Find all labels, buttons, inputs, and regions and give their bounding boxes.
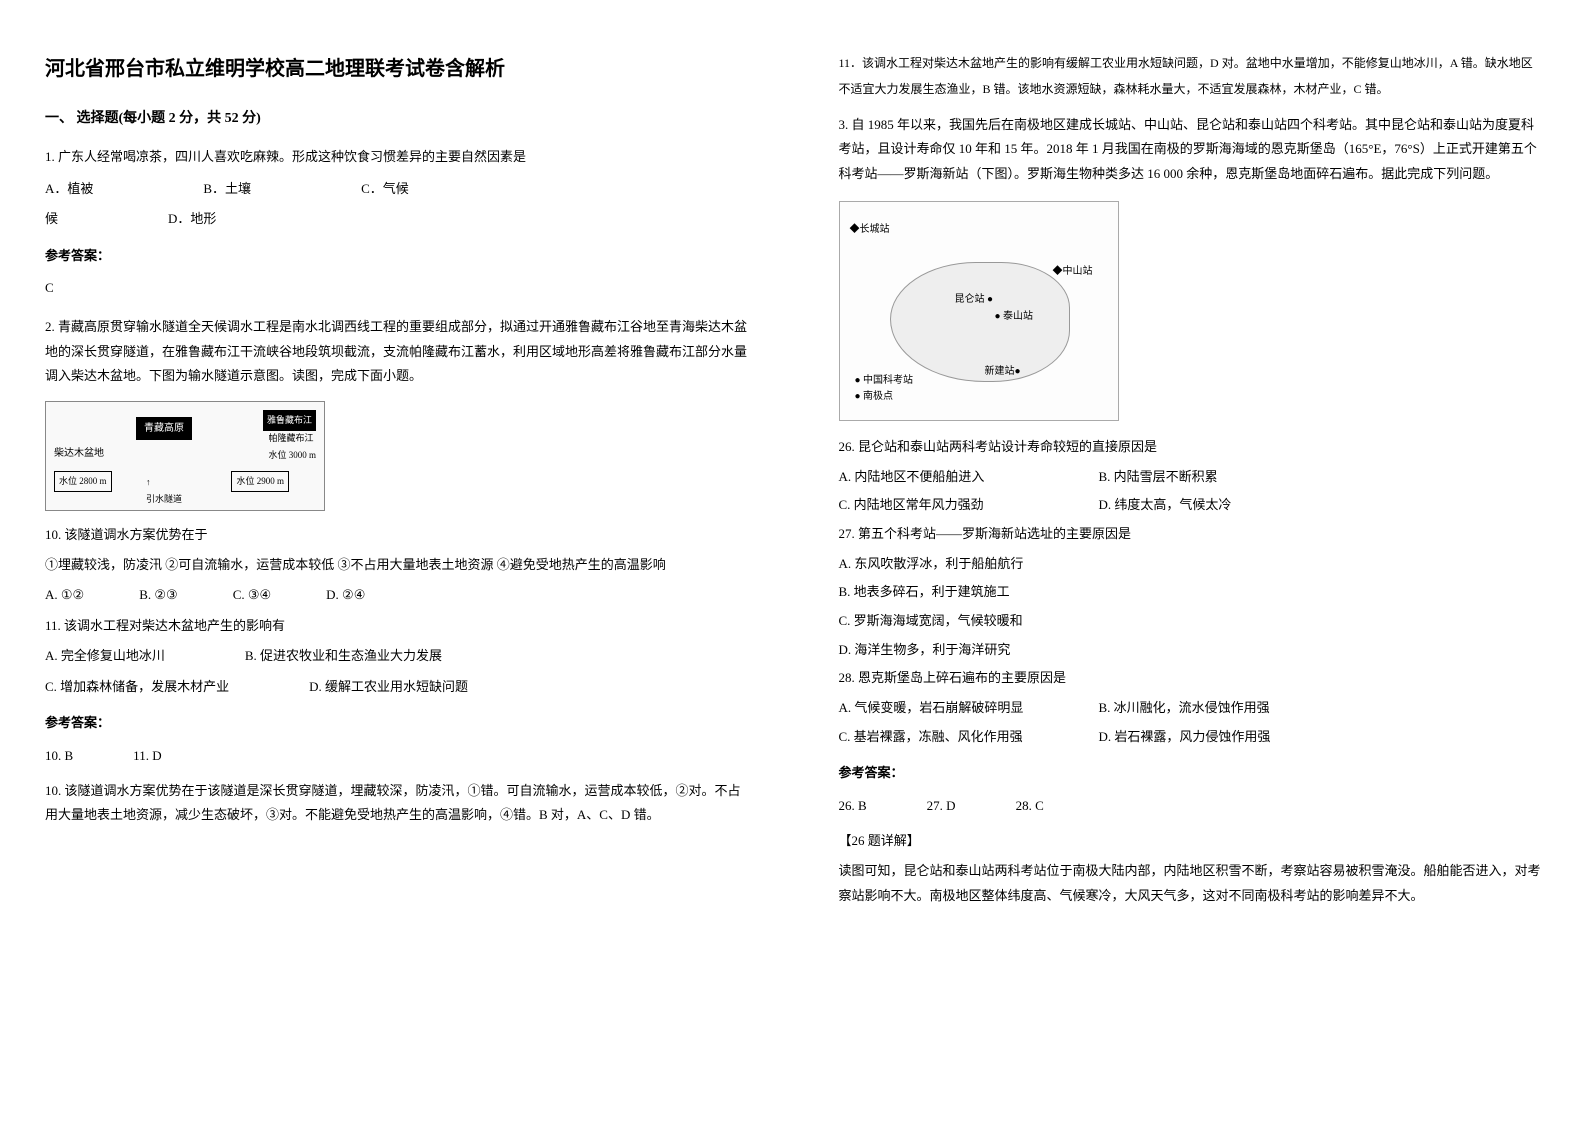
ans27: 27. D [927, 794, 956, 819]
q2-answer-label: 参考答案： [45, 711, 749, 736]
q3-stem: 3. 自 1985 年以来，我国先后在南极地区建成长城站、中山站、昆仑站和泰山站… [839, 113, 1543, 187]
q2-sub10-line1: ①埋藏较浅，防凌汛 ②可自流输水，运营成本较低 ③不占用大量地表土地资源 ④避免… [45, 553, 749, 578]
exp26-text: 读图可知，昆仑站和泰山站两科考站位于南极大陆内部，内陆地区积雪不断，考察站容易被… [839, 859, 1543, 908]
q2-stem: 2. 青藏高原贯穿输水隧道全天候调水工程是南水北调西线工程的重要组成部分，拟通过… [45, 315, 749, 389]
sub26-optB: B. 内陆雪层不断积累 [1099, 465, 1218, 490]
q2-sub11-stem: 11. 该调水工程对柴达木盆地产生的影响有 [45, 614, 749, 639]
q1-optB: B．土壤 [203, 177, 251, 202]
exp26-header: 【26 题详解】 [839, 829, 1543, 854]
sub26-optA: A. 内陆地区不便船舶进入 [839, 465, 1099, 490]
q2-answer-row: 10. B 11. D [45, 744, 749, 769]
map-legend: ● 中国科考站 ● 南极点 [855, 373, 914, 405]
sub28-optB: B. 冰川融化，流水侵蚀作用强 [1099, 696, 1270, 721]
sub26-row2: C. 内陆地区常年风力强劲 D. 纬度太高，气候太冷 [839, 493, 1543, 518]
q2-sub11-row1: A. 完全修复山地冰川 B. 促进农牧业和生态渔业大力发展 [45, 644, 749, 669]
sub28-stem: 28. 恩克斯堡岛上碎石遍布的主要原因是 [839, 666, 1543, 691]
sub28-optC: C. 基岩裸露，冻融、风化作用强 [839, 725, 1099, 750]
ans28: 28. C [1016, 794, 1044, 819]
sub26-optD: D. 纬度太高，气候太冷 [1099, 493, 1232, 518]
sub27-stem: 27. 第五个科考站——罗斯海新站选址的主要原因是 [839, 522, 1543, 547]
sub11-optB: B. 促进农牧业和生态渔业大力发展 [245, 644, 442, 669]
sub26-stem: 26. 昆仑站和泰山站两科考站设计寿命较短的直接原因是 [839, 435, 1543, 460]
ans11: 11. D [133, 744, 161, 769]
q1-answer-value: C [45, 276, 749, 301]
sub28-row2: C. 基岩裸露，冻融、风化作用强 D. 岩石裸露，风力侵蚀作用强 [839, 725, 1543, 750]
sub26-optC: C. 内陆地区常年风力强劲 [839, 493, 1099, 518]
sub10-optA: A. ①② [45, 583, 84, 608]
left-column: 河北省邢台市私立维明学校高二地理联考试卷含解析 一、 选择题(每小题 2 分，共… [0, 0, 794, 1122]
q2-sub10-stem: 10. 该隧道调水方案优势在于 [45, 523, 749, 548]
q1-optD: D．地形 [168, 207, 216, 232]
map-taishan: ● 泰山站 [995, 307, 1034, 326]
map-zhongshan: ◆中山站 [1053, 262, 1093, 281]
diagram-sub: 帕隆藏布江 水位 3000 m [268, 430, 316, 464]
q1-options-row2: 候 D．地形 [45, 207, 749, 232]
q1-optC: C．气候 [361, 177, 409, 202]
q3-map: ◆长城站 ◆中山站 昆仑站 ● ● 泰山站 新建站● ● 中国科考站 ● 南极点 [839, 201, 1119, 421]
q1-options-row1: A．植被 B．土壤 C．气候 [45, 177, 749, 202]
q1-候: 候 [45, 207, 58, 232]
sub28-optA: A. 气候变暖，岩石崩解破碎明显 [839, 696, 1099, 721]
sub11-optA: A. 完全修复山地冰川 [45, 644, 165, 669]
diagram-tunnel: ↑引水隧道 [146, 474, 182, 508]
diagram-water-left: 水位 2800 m [54, 471, 112, 492]
sub27-optA: A. 东风吹散浮冰，利于船舶航行 [839, 552, 1543, 577]
diagram-river: 雅鲁藏布江 [263, 410, 316, 431]
right-column: 11．该调水工程对柴达木盆地产生的影响有缓解工农业用水短缺问题，D 对。盆地中水… [794, 0, 1587, 1122]
q2-diagram: 青藏高原 雅鲁藏布江 帕隆藏布江 水位 3000 m 柴达木盆地 水位 2800… [45, 401, 325, 511]
sub28-row1: A. 气候变暖，岩石崩解破碎明显 B. 冰川融化，流水侵蚀作用强 [839, 696, 1543, 721]
sub27-optB: B. 地表多碎石，利于建筑施工 [839, 580, 1543, 605]
exam-title: 河北省邢台市私立维明学校高二地理联考试卷含解析 [45, 50, 749, 88]
ans26: 26. B [839, 794, 867, 819]
q3-answer-label: 参考答案： [839, 761, 1543, 786]
map-newstation: 新建站● [985, 362, 1021, 381]
q2-sub11-row2: C. 增加森林储备，发展木材产业 D. 缓解工农业用水短缺问题 [45, 675, 749, 700]
map-changcheng: ◆长城站 [850, 220, 890, 239]
sub11-optC: C. 增加森林储备，发展木材产业 [45, 675, 229, 700]
sub11-optD: D. 缓解工农业用水短缺问题 [309, 675, 468, 700]
sub26-row1: A. 内陆地区不便船舶进入 B. 内陆雪层不断积累 [839, 465, 1543, 490]
q1-answer-label: 参考答案： [45, 244, 749, 269]
q2-exp10: 10. 该隧道调水方案优势在于该隧道是深长贯穿隧道，埋藏较深，防凌汛，①错。可自… [45, 779, 749, 828]
diagram-water-right: 水位 2900 m [231, 471, 289, 492]
right-note: 11．该调水工程对柴达木盆地产生的影响有缓解工农业用水短缺问题，D 对。盆地中水… [839, 50, 1543, 103]
diagram-plateau: 青藏高原 [136, 417, 192, 440]
section-header: 一、 选择题(每小题 2 分，共 52 分) [45, 106, 749, 133]
ans10: 10. B [45, 744, 73, 769]
q1-stem: 1. 广东人经常喝凉茶，四川人喜欢吃麻辣。形成这种饮食习惯差异的主要自然因素是 [45, 145, 749, 170]
diagram-basin: 柴达木盆地 [54, 444, 104, 463]
q1-optA: A．植被 [45, 177, 93, 202]
sub27-optD: D. 海洋生物多，利于海洋研究 [839, 638, 1543, 663]
sub27-optC: C. 罗斯海海域宽阔，气候较暖和 [839, 609, 1543, 634]
sub28-optD: D. 岩石裸露，风力侵蚀作用强 [1099, 725, 1271, 750]
sub10-optC: C. ③④ [233, 583, 271, 608]
sub10-optB: B. ②③ [139, 583, 177, 608]
q2-sub10-options: A. ①② B. ②③ C. ③④ D. ②④ [45, 583, 749, 608]
q3-answer-row: 26. B 27. D 28. C [839, 794, 1543, 819]
sub10-optD: D. ②④ [326, 583, 365, 608]
map-antarctica-shape [890, 262, 1070, 382]
map-kunlun: 昆仑站 ● [955, 290, 994, 309]
